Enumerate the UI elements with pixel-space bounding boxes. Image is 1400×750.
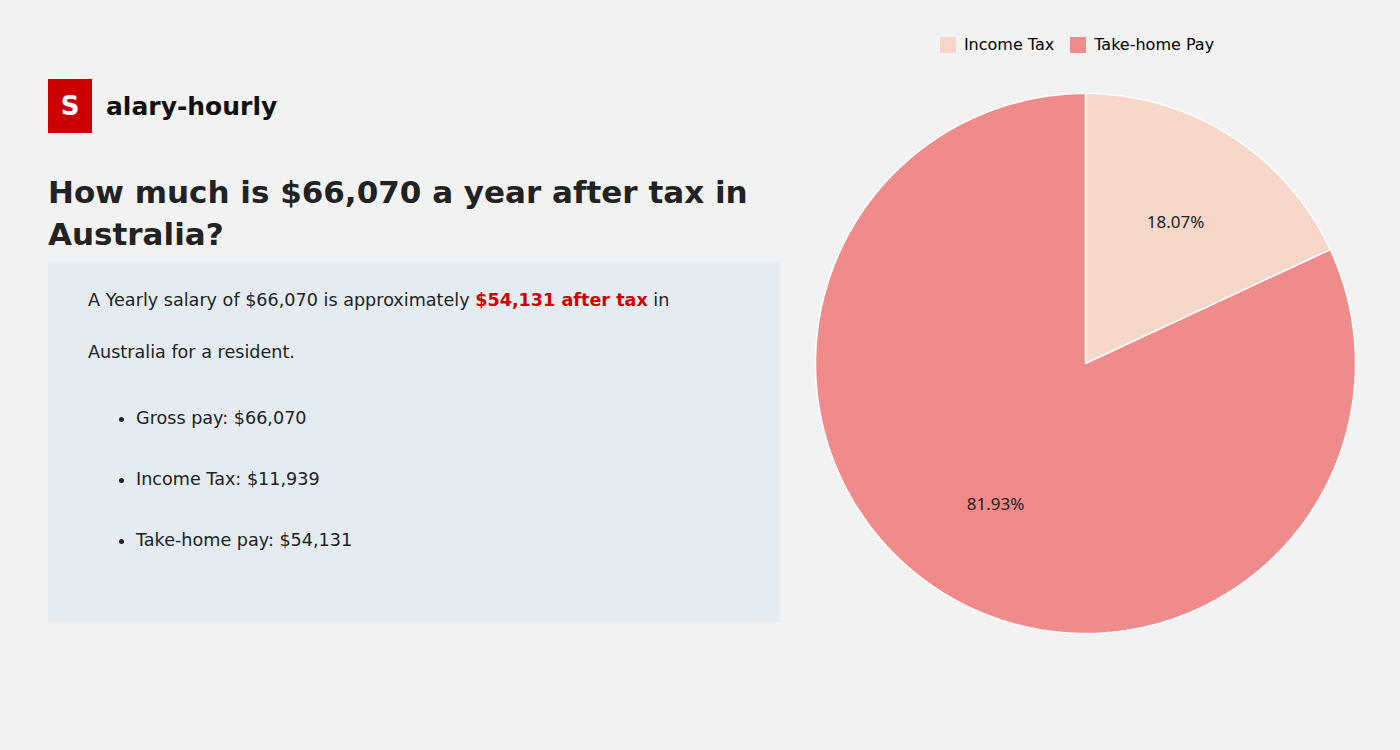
html-text:Take-home pay: $54,131: Take-home pay: $54,131 bbox=[136, 530, 353, 550]
html-text:Take-home Pay: Take-home Pay bbox=[1094, 35, 1215, 54]
html-text:Income Tax: $11,939: Income Tax: $11,939 bbox=[136, 469, 320, 489]
html-text:Income Tax: Income Tax bbox=[963, 35, 1055, 54]
html-text:S: S bbox=[60, 91, 80, 121]
html-text:Gross pay: $66,070: Gross pay: $66,070 bbox=[136, 408, 307, 428]
html-text:How much is $66,070 a year aft: How much is $66,070 a year after tax in … bbox=[48, 174, 748, 252]
html-text:Australia for a resident.: Australia for a resident. bbox=[88, 342, 295, 362]
svg-text:81.93%: 81.93% bbox=[967, 492, 1025, 515]
svg-text:18.07%: 18.07% bbox=[1147, 210, 1205, 233]
html-text:alary-hourly: alary-hourly bbox=[106, 91, 278, 121]
html-text:A Yearly salary of $66,070 is: A Yearly salary of $66,070 is approximat… bbox=[88, 290, 670, 310]
